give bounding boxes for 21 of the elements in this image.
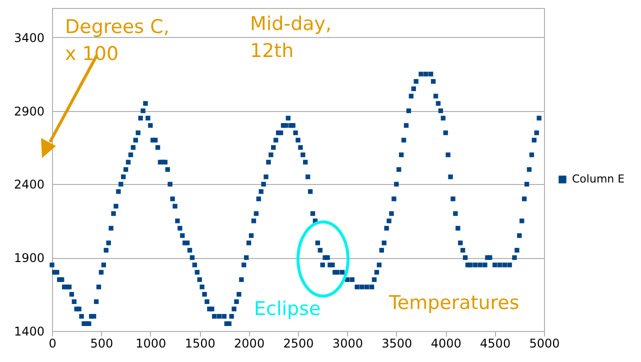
y-tick-label: 1400	[14, 324, 44, 338]
x-tick-label: 4000	[430, 336, 462, 350]
annotation: Mid-day, 12th	[250, 13, 332, 62]
annotation: Degrees C, x 100	[65, 16, 170, 65]
x-tick-label: 500	[90, 336, 114, 350]
annotation: Temperatures	[388, 292, 520, 314]
x-tick-label: 2000	[234, 336, 265, 350]
x-tick-label: 5000	[529, 336, 560, 350]
x-tick-label: 3000	[332, 336, 363, 350]
x-tick-label: 1500	[184, 336, 216, 350]
annotation: Eclipse	[254, 298, 321, 320]
x-tick-label: 1000	[136, 336, 166, 350]
y-tick-label: 3400	[14, 30, 44, 45]
y-tick-label: 2400	[14, 178, 44, 192]
x-tick-label: 0	[48, 336, 56, 350]
x-tick-label: 3500	[382, 336, 412, 350]
legend-label: Column E	[572, 172, 625, 186]
x-tick-label: 4500	[480, 336, 511, 350]
x-tick-label: 2500	[283, 336, 314, 350]
y-tick-label: 2900	[14, 104, 44, 118]
y-tick-label: 1900	[14, 251, 44, 266]
